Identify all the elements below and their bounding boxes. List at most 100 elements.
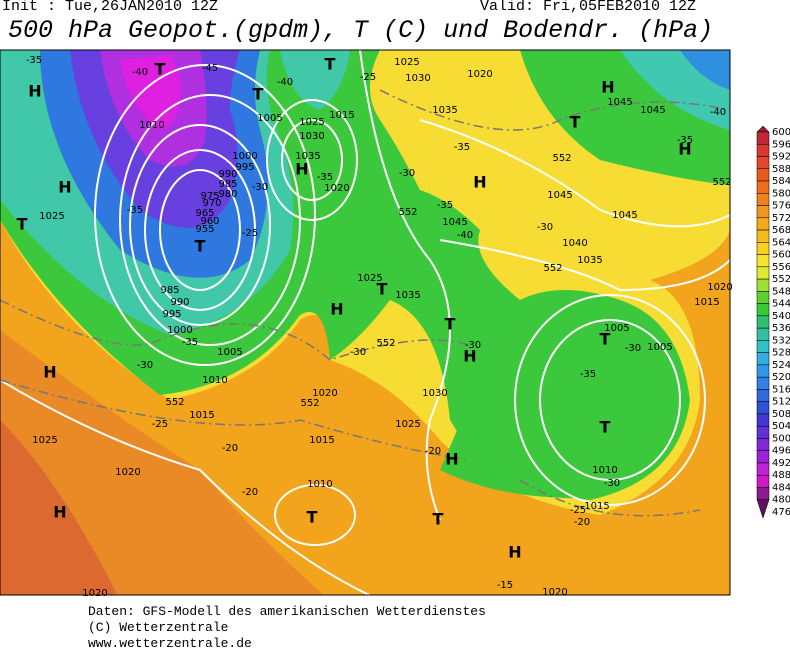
contour-label: -15 bbox=[497, 580, 513, 591]
colorbar-cell bbox=[756, 254, 770, 268]
contour-label: 1045 bbox=[612, 210, 637, 221]
contour-label: -25 bbox=[152, 419, 168, 430]
colorbar-label: 556 bbox=[772, 262, 790, 273]
contour-label: -30 bbox=[604, 478, 620, 489]
pressure-center: T bbox=[377, 280, 388, 299]
contour-label: -35 bbox=[437, 200, 453, 211]
pressure-center: T bbox=[325, 55, 336, 74]
map-title: 500 hPa Geopot.(gpdm), T (C) und Bodendr… bbox=[8, 16, 714, 45]
contour-label: -35 bbox=[454, 142, 470, 153]
contour-label: -45 bbox=[202, 63, 218, 74]
contour-label: -35 bbox=[26, 55, 42, 66]
contour-label: 1035 bbox=[295, 151, 320, 162]
contour-label: -30 bbox=[252, 182, 268, 193]
colorbar-cell bbox=[756, 352, 770, 366]
contour-label: 1020 bbox=[324, 183, 349, 194]
contour-label: 990 bbox=[218, 169, 237, 180]
colorbar-cell bbox=[756, 303, 770, 317]
contour-label: 1035 bbox=[395, 290, 420, 301]
colorbar-label: 584 bbox=[772, 176, 790, 187]
contour-label: 960 bbox=[200, 216, 219, 227]
colorbar-cell bbox=[756, 474, 770, 488]
colorbar-label: 480 bbox=[772, 495, 790, 506]
colorbar-cell bbox=[756, 401, 770, 415]
contour-label: -35 bbox=[677, 135, 693, 146]
colorbar-cell bbox=[756, 180, 770, 194]
contour-label: 1005 bbox=[257, 113, 282, 124]
colorbar-label: 488 bbox=[772, 470, 790, 481]
contour-label: 552 bbox=[165, 397, 184, 408]
pressure-center: T bbox=[195, 237, 206, 256]
colorbar-cell bbox=[756, 487, 770, 500]
pressure-center: T bbox=[253, 85, 264, 104]
contour-label: -30 bbox=[137, 360, 153, 371]
contour-label: 1000 bbox=[167, 325, 192, 336]
colorbar-cell bbox=[756, 242, 770, 255]
contour-label: -30 bbox=[465, 340, 481, 351]
colorbar-cell bbox=[756, 364, 770, 378]
pressure-center: T bbox=[600, 418, 611, 437]
contour-label: 1020 bbox=[115, 467, 140, 478]
contour-label: -25 bbox=[242, 228, 258, 239]
source-line: Daten: GFS-Modell des amerikanischen Wet… bbox=[88, 604, 486, 619]
pressure-center: H bbox=[58, 178, 71, 197]
colorbar-label: 568 bbox=[772, 225, 790, 236]
contour-label: 975 bbox=[200, 191, 219, 202]
contour-label: 995 bbox=[235, 162, 254, 173]
colorbar-cell bbox=[756, 462, 770, 476]
contour-label: 1010 bbox=[202, 375, 227, 386]
contour-label: 1045 bbox=[607, 97, 632, 108]
colorbar-cell bbox=[756, 327, 770, 341]
contour-label: -35 bbox=[317, 172, 333, 183]
init-time: Init : Tue,26JAN2010 12Z bbox=[2, 0, 219, 15]
contour-label: 1025 bbox=[39, 211, 64, 222]
contour-label: 970 bbox=[202, 198, 221, 209]
contour-label: -30 bbox=[399, 168, 415, 179]
contour-label: -30 bbox=[625, 343, 641, 354]
contour-label: 1030 bbox=[422, 388, 447, 399]
colorbar-label: 564 bbox=[772, 237, 790, 248]
colorbar-cell bbox=[756, 131, 770, 145]
colorbar-label: 504 bbox=[772, 421, 790, 432]
contour-label: -40 bbox=[277, 77, 293, 88]
contour-label: -25 bbox=[360, 72, 376, 83]
contour-label: -35 bbox=[127, 205, 143, 216]
pressure-center: H bbox=[678, 140, 691, 159]
contour-label: 1030 bbox=[405, 73, 430, 84]
contour-label: 1020 bbox=[312, 388, 337, 399]
contour-label: 1025 bbox=[394, 57, 419, 68]
contour-label: 1035 bbox=[432, 105, 457, 116]
contour-label: -20 bbox=[242, 487, 258, 498]
contour-label: -35 bbox=[182, 337, 198, 348]
colorbar-label: 544 bbox=[772, 299, 790, 310]
colorbar-label: 528 bbox=[772, 348, 790, 359]
colorbar-cell bbox=[756, 156, 770, 170]
colorbar-cell bbox=[756, 278, 770, 292]
colorbar-cell bbox=[756, 413, 770, 427]
colorbar-label: 576 bbox=[772, 201, 790, 212]
contour-label: 1005 bbox=[217, 347, 242, 358]
colorbar-cell bbox=[756, 229, 770, 243]
colorbar-cell bbox=[756, 205, 770, 219]
colorbar-label: 552 bbox=[772, 274, 790, 285]
contour-label: -20 bbox=[425, 446, 441, 457]
colorbar-cell bbox=[756, 499, 770, 519]
contour-label: 1045 bbox=[640, 105, 665, 116]
colorbar-label: 596 bbox=[772, 139, 790, 150]
contour-label: 1025 bbox=[395, 419, 420, 430]
contour-label: 552 bbox=[398, 207, 417, 218]
contour-label: -35 bbox=[580, 369, 596, 380]
contour-label: -40 bbox=[710, 107, 726, 118]
colorbar-label: 560 bbox=[772, 250, 790, 261]
pressure-center: H bbox=[601, 78, 614, 97]
contour-label: 980 bbox=[218, 189, 237, 200]
website-line: www.wetterzentrale.de bbox=[88, 636, 252, 648]
colorbar-label: 540 bbox=[772, 311, 790, 322]
contour-label: 552 bbox=[552, 153, 571, 164]
colorbar-cell bbox=[756, 315, 770, 329]
contour-label: 1015 bbox=[189, 410, 214, 421]
colorbar-label: 592 bbox=[772, 152, 790, 163]
colorbar-label: 548 bbox=[772, 286, 790, 297]
contour-label: 1030 bbox=[299, 131, 324, 142]
